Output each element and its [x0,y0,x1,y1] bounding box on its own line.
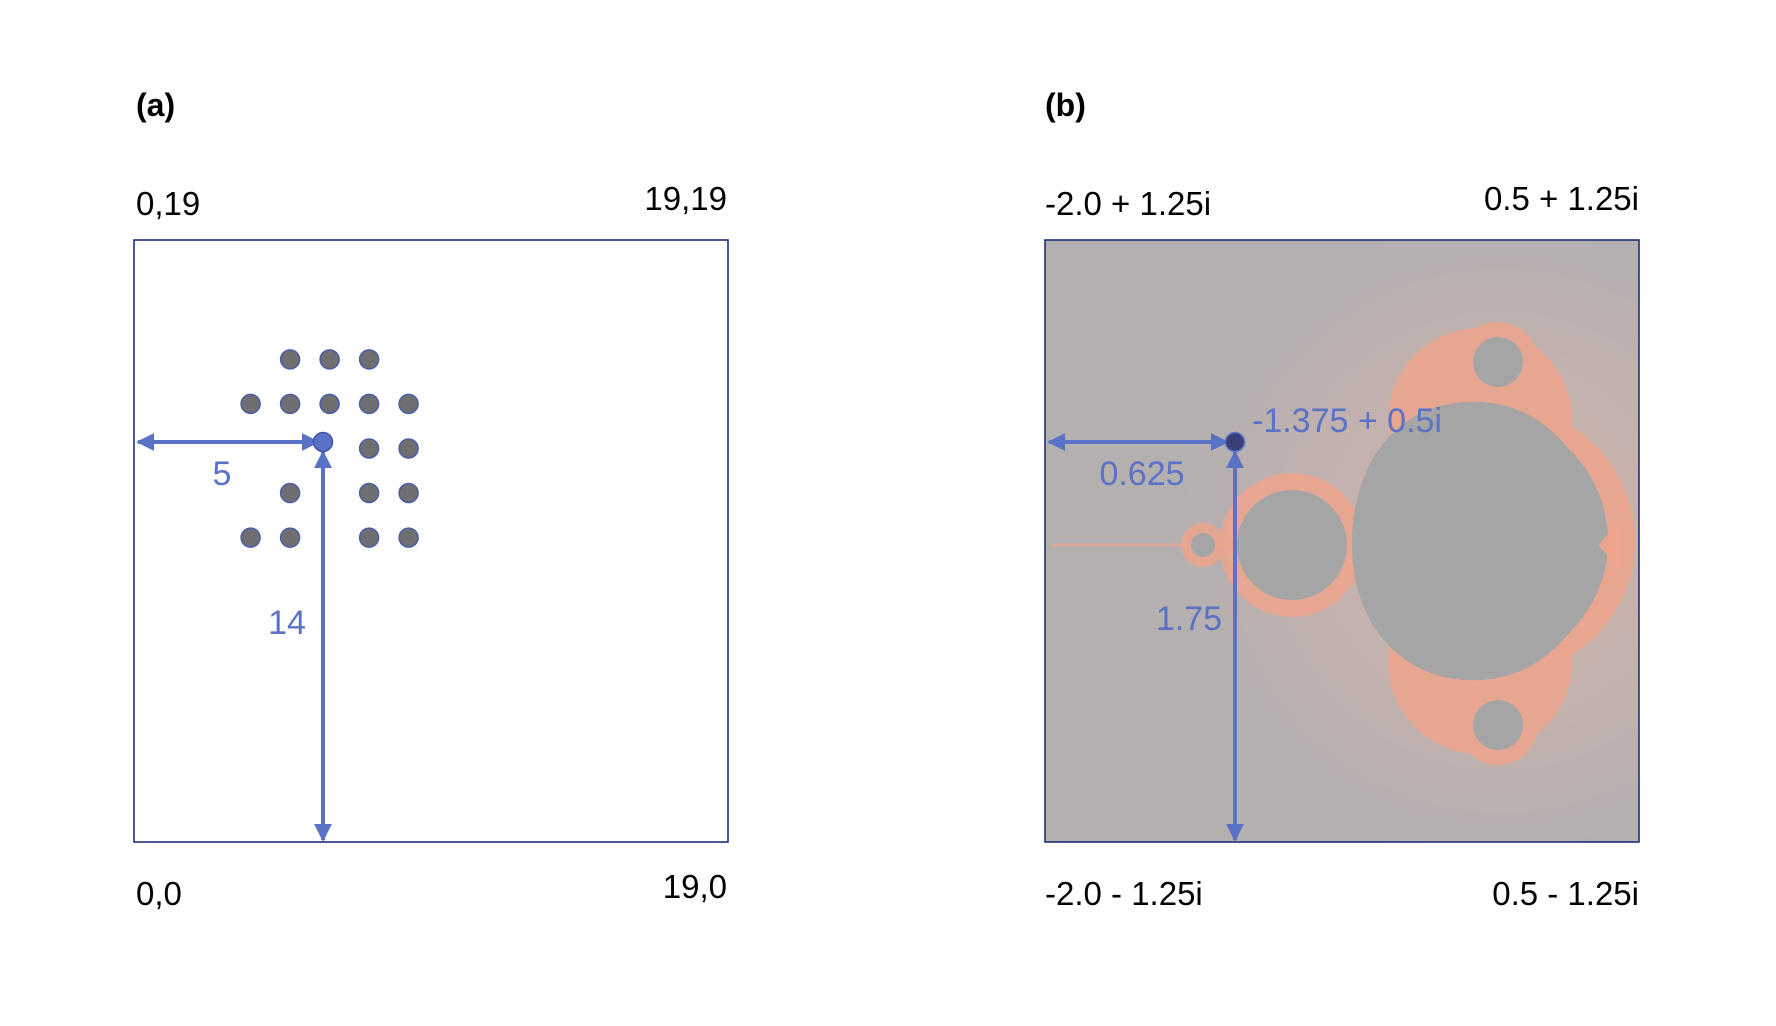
panel-a-corner-top-left: 0,19 [136,185,200,222]
grid-dot [279,393,301,415]
panel-b-point-label: -1.375 + 0.5i [1252,402,1442,440]
grid-dot [398,527,419,548]
mandelbrot-cardioid-fill [1352,413,1608,669]
grid-dot [319,393,340,415]
panel-a-corner-top-right: 19,19 [644,180,727,217]
panel-b-re-distance-label: 0.625 [1099,455,1184,493]
panel-a-corner-bottom-left: 0,0 [136,875,182,912]
grid-dot [398,393,419,415]
panel-a-label: (a) [136,87,175,123]
grid-dot [240,527,261,548]
panel-a-y-distance-label: 14 [268,604,306,642]
grid-dot [398,438,419,459]
mandelbrot-image [1045,240,1639,842]
grid-dot [279,349,301,370]
panel-a-highlighted-point [312,431,334,453]
panel-a-grid-frame [133,239,729,843]
grid-dot [279,482,301,504]
panel-b-corner-bottom-right: 0.5 - 1.25i [1492,875,1639,912]
grid-dot [398,482,419,504]
mandelbrot-top-bulb [1473,337,1523,387]
panel-b-corner-top-right: 0.5 + 1.25i [1484,180,1639,217]
mandelbrot-cusp-notch [1598,520,1620,570]
panel-b-corner-top-left: -2.0 + 1.25i [1045,185,1211,222]
panel-b-corner-bottom-left: -2.0 - 1.25i [1045,875,1203,912]
grid-dot [279,527,301,548]
panel-b-frame [1044,239,1640,843]
panel-a-dot-group [240,349,419,548]
panel-b: (b) -2.0 + 1.25i 0.5 + 1.25i -2.0 - 1.25… [1044,87,1640,912]
mandelbrot-small-bulb [1191,533,1215,557]
grid-dot [240,393,261,415]
grid-dot [358,527,380,548]
grid-dot [319,349,340,370]
panel-b-highlighted-point [1224,431,1246,453]
grid-dot [358,349,380,370]
panel-b-im-distance-label: 1.75 [1156,600,1222,638]
panel-a: (a) 0,19 19,19 0,0 19,0 5 14 [133,87,729,912]
mandelbrot-bottom-bulb [1473,700,1523,750]
grid-dot [358,393,380,415]
panel-a-corner-bottom-right: 19,0 [663,868,727,905]
panel-b-label: (b) [1045,87,1086,123]
panel-a-x-distance-label: 5 [213,455,232,493]
grid-dot [358,438,380,459]
mandelbrot-period2-bulb [1237,490,1347,600]
grid-dot [358,482,380,504]
